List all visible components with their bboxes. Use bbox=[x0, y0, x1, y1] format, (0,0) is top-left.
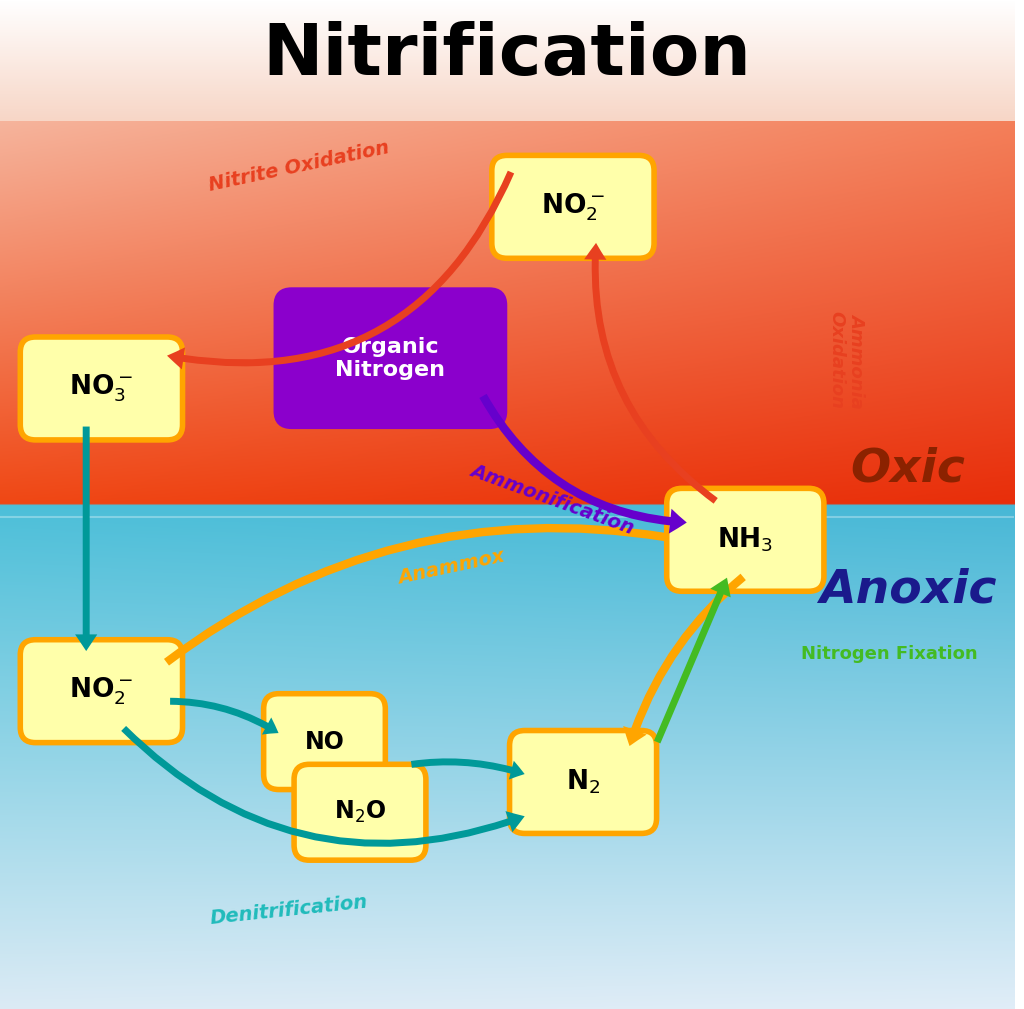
FancyArrowPatch shape bbox=[121, 725, 524, 847]
Text: NH$_3$: NH$_3$ bbox=[718, 526, 773, 554]
Text: Nitrification: Nitrification bbox=[262, 21, 752, 90]
FancyArrowPatch shape bbox=[584, 243, 718, 503]
Text: Nitrogen Fixation: Nitrogen Fixation bbox=[801, 645, 978, 663]
FancyBboxPatch shape bbox=[276, 291, 505, 426]
FancyBboxPatch shape bbox=[263, 694, 385, 789]
Text: Nitrite Oxidation: Nitrite Oxidation bbox=[207, 138, 391, 195]
Text: Organic
Nitrogen: Organic Nitrogen bbox=[336, 337, 445, 379]
FancyBboxPatch shape bbox=[20, 337, 182, 440]
FancyArrowPatch shape bbox=[479, 394, 687, 534]
Text: N$_2$O: N$_2$O bbox=[334, 799, 386, 825]
Text: Anoxic: Anoxic bbox=[819, 568, 996, 612]
Text: Denitrification: Denitrification bbox=[209, 892, 369, 928]
FancyArrowPatch shape bbox=[75, 427, 97, 651]
FancyArrowPatch shape bbox=[164, 524, 679, 666]
FancyBboxPatch shape bbox=[20, 640, 182, 743]
Text: Ammonia
Oxidation: Ammonia Oxidation bbox=[827, 311, 866, 410]
FancyBboxPatch shape bbox=[510, 731, 656, 833]
Text: Anammox: Anammox bbox=[396, 547, 507, 587]
FancyArrowPatch shape bbox=[170, 698, 279, 735]
FancyArrowPatch shape bbox=[654, 578, 731, 744]
Text: NO$_2^-$: NO$_2^-$ bbox=[541, 191, 605, 223]
Text: Oxic: Oxic bbox=[850, 447, 965, 491]
Text: NO$_2^-$: NO$_2^-$ bbox=[70, 675, 133, 707]
FancyArrowPatch shape bbox=[411, 759, 524, 780]
Text: N$_2$: N$_2$ bbox=[566, 768, 600, 796]
Text: Ammonification: Ammonification bbox=[468, 461, 637, 538]
Text: NO$_3^-$: NO$_3^-$ bbox=[70, 372, 133, 405]
FancyArrowPatch shape bbox=[624, 574, 745, 746]
FancyBboxPatch shape bbox=[667, 488, 824, 591]
FancyBboxPatch shape bbox=[492, 155, 654, 258]
Text: NO: NO bbox=[304, 730, 344, 754]
FancyArrowPatch shape bbox=[167, 171, 514, 369]
FancyBboxPatch shape bbox=[294, 765, 426, 860]
